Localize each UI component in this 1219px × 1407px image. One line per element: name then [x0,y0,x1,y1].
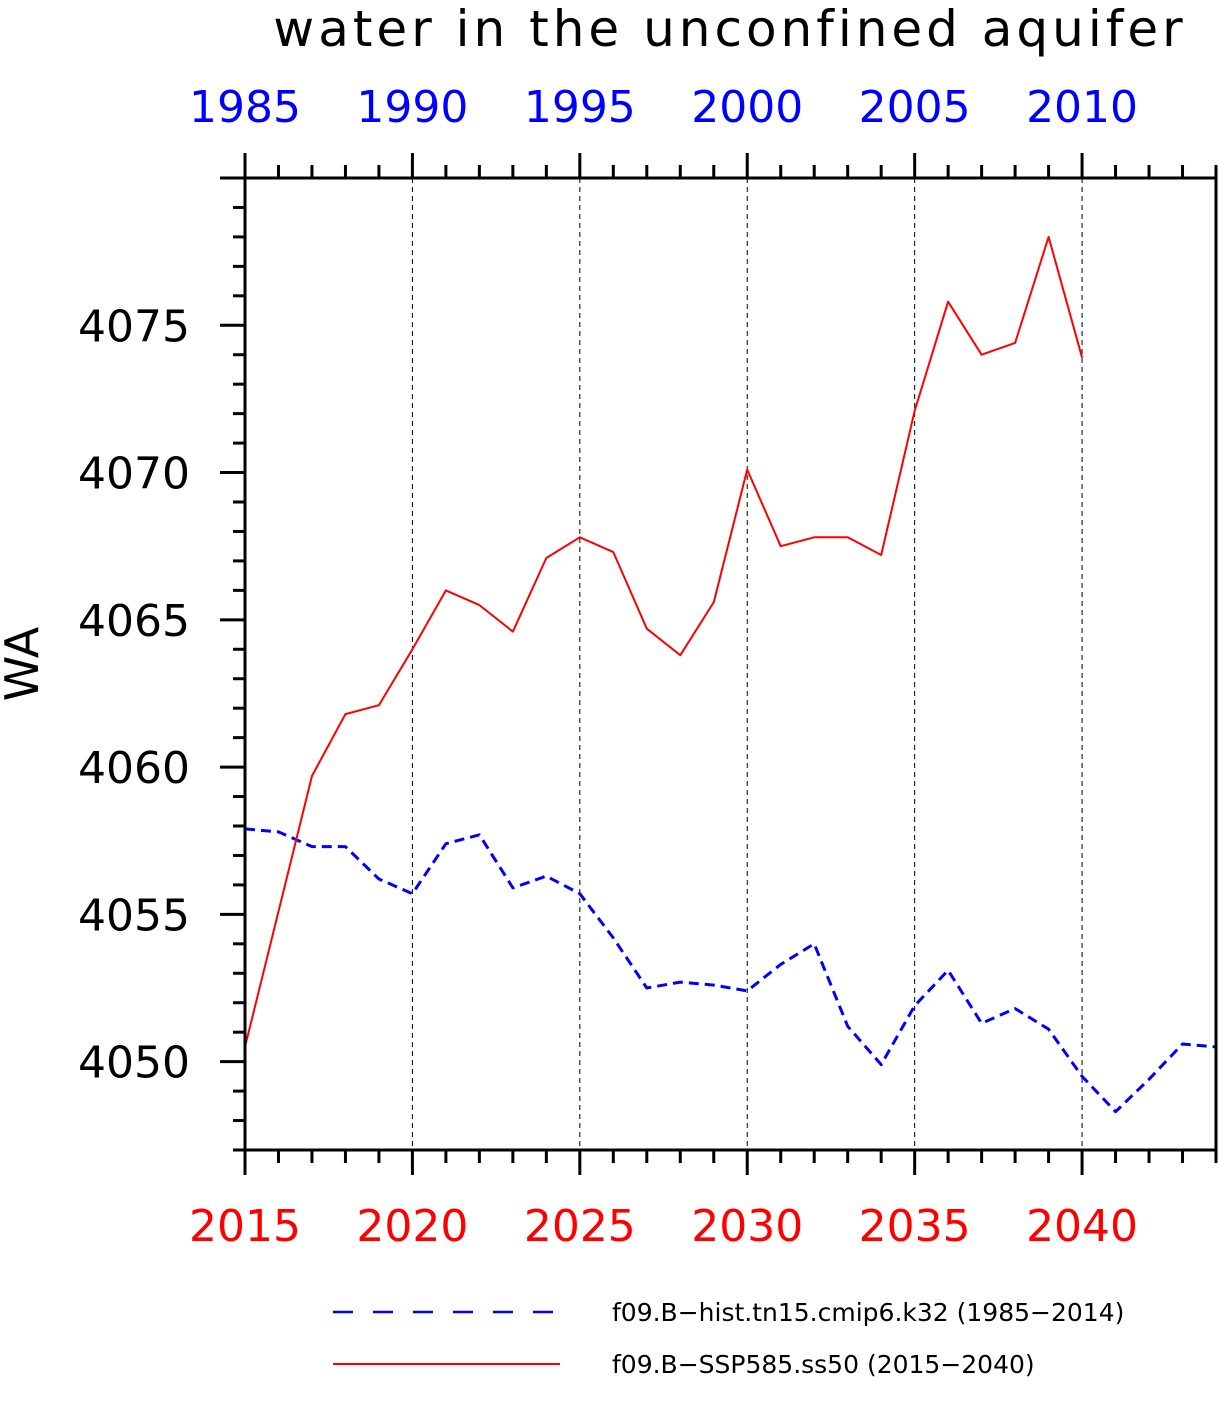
y-tick-label: 4050 [78,1038,190,1089]
x-bottom-tick-label: 2020 [356,1201,468,1252]
x-bottom-tick-label: 2030 [691,1201,803,1252]
vertical-grid [411,178,1083,1150]
y-axis-label: WA [0,626,49,701]
x-top-tick-label: 2005 [859,82,971,133]
series-lines [244,235,1217,1114]
x-top-tick-label: 2000 [691,82,803,133]
y-tick-label: 4070 [78,449,190,500]
x-top-tick-label: 1990 [356,82,468,133]
plot-frame [243,176,1218,1152]
x-top-tick-label: 2010 [1026,82,1138,133]
series-line-0 [244,827,1217,1114]
chart-title: water in the unconfined aquifer [273,0,1186,58]
x-bottom-tick-label: 2035 [859,1201,971,1252]
series-line-1 [244,235,1084,1048]
tick-labels: 4050 4055 4060 4065 4070 4075 2015 2020 2025 2030… [78,82,1138,1252]
x-bottom-tick-label: 2040 [1026,1201,1138,1252]
x-bottom-tick-label: 2015 [189,1201,301,1252]
y-tick-label: 4065 [78,596,190,647]
legend: f09.B−hist.tn15.cmip6.k32 (1985−2014) f0… [333,1298,1124,1379]
legend-label-ssp585: f09.B−SSP585.ss50 (2015−2040) [612,1350,1035,1379]
legend-label-hist: f09.B−hist.tn15.cmip6.k32 (1985−2014) [612,1298,1124,1327]
y-tick-label: 4055 [78,890,190,941]
y-tick-label: 4060 [78,743,190,794]
axis-ticks [220,153,1218,1175]
x-top-tick-label: 1985 [189,82,301,133]
x-top-tick-label: 1995 [524,82,636,133]
y-tick-label: 4075 [78,301,190,352]
x-bottom-tick-label: 2025 [524,1201,636,1252]
